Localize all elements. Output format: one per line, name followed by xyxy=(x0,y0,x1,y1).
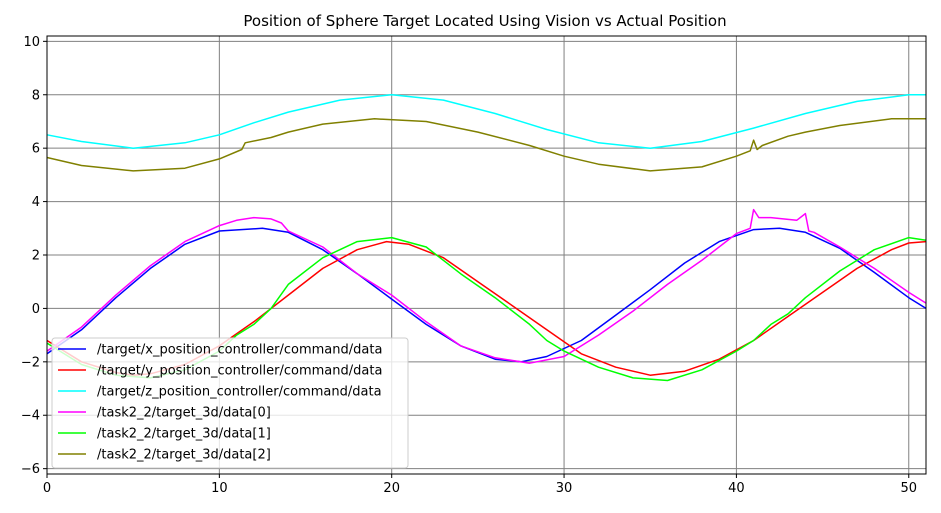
grid-lines xyxy=(46,36,926,474)
legend-label-5: /task2_2/target_3d/data[2] xyxy=(97,448,271,463)
x-tick-label: 50 xyxy=(900,481,917,496)
y-tick-label: −2 xyxy=(21,355,40,370)
series-line-3 xyxy=(46,208,927,364)
legend-label-3: /task2_2/target_3d/data[0] xyxy=(97,406,271,421)
x-tick-label: 20 xyxy=(383,481,400,496)
chart-title: Position of Sphere Target Located Using … xyxy=(243,12,726,30)
legend: /target/x_position_controller/command/da… xyxy=(51,337,409,469)
legend-box xyxy=(51,337,409,469)
y-tick-label: 0 xyxy=(32,302,40,317)
y-tick-label: 6 xyxy=(32,142,40,157)
y-tick-label: 4 xyxy=(32,195,40,210)
y-tick-label: 8 xyxy=(32,88,40,103)
axis-ticks: 0 10 20 30 40 50 −6 −4 −2 0 2 4 6 8 10 xyxy=(21,35,917,496)
series-line-5 xyxy=(46,118,926,172)
legend-label-2: /target/z_position_controller/command/da… xyxy=(97,385,382,400)
x-tick-label: 30 xyxy=(556,481,573,496)
y-tick-label: 10 xyxy=(23,35,40,50)
y-tick-label: −4 xyxy=(21,409,40,424)
y-tick-label: 2 xyxy=(32,249,40,264)
x-tick-label: 40 xyxy=(728,481,745,496)
x-tick-label: 10 xyxy=(211,481,228,496)
y-tick-label: −6 xyxy=(21,462,40,477)
legend-label-4: /task2_2/target_3d/data[1] xyxy=(97,427,271,442)
legend-label-1: /target/y_position_controller/command/da… xyxy=(97,364,382,379)
x-tick-label: 0 xyxy=(43,481,51,496)
series-line-2 xyxy=(46,94,926,149)
legend-label-0: /target/x_position_controller/command/da… xyxy=(97,343,382,358)
